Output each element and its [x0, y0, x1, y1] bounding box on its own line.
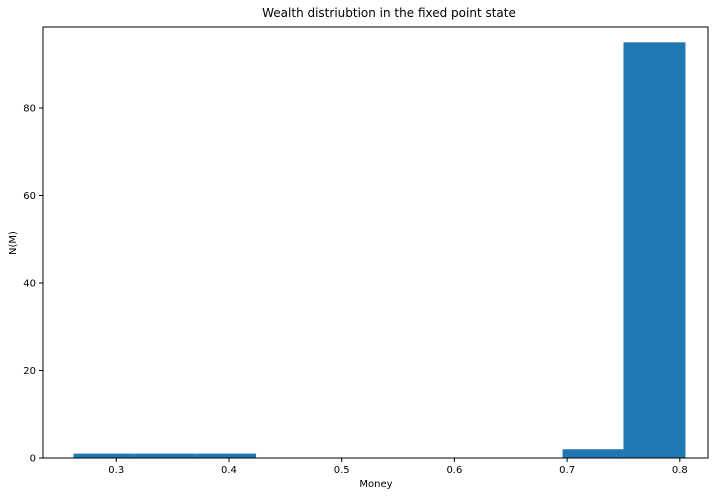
x-tick-label: 0.3 — [108, 465, 124, 476]
histogram-bar-2 — [195, 453, 257, 458]
histogram-bar-8 — [562, 449, 624, 458]
x-axis-ticks: 0.3 0.4 0.5 0.6 0.7 0.8 — [108, 458, 688, 476]
y-tick-label: 40 — [23, 278, 36, 289]
histogram-bar-1 — [134, 453, 196, 458]
y-axis-label: N(M) — [8, 231, 19, 255]
y-tick-label: 80 — [23, 103, 36, 114]
x-axis-label: Money — [359, 479, 392, 490]
y-tick-label: 0 — [30, 454, 36, 465]
x-tick-label: 0.5 — [334, 465, 350, 476]
x-tick-label: 0.7 — [559, 465, 575, 476]
x-tick-label: 0.4 — [221, 465, 237, 476]
y-tick-label: 60 — [23, 191, 36, 202]
histogram-bar-0 — [73, 453, 135, 458]
x-tick-label: 0.6 — [446, 465, 462, 476]
x-tick-label: 0.8 — [672, 465, 688, 476]
plot-frame — [42, 26, 709, 459]
histogram-bar-9 — [623, 42, 686, 458]
chart-title: Wealth distriubtion in the fixed point s… — [262, 6, 516, 20]
bars-group — [73, 42, 686, 458]
y-axis-ticks: 0 20 40 60 80 — [23, 103, 43, 465]
y-tick-label: 20 — [23, 366, 36, 377]
